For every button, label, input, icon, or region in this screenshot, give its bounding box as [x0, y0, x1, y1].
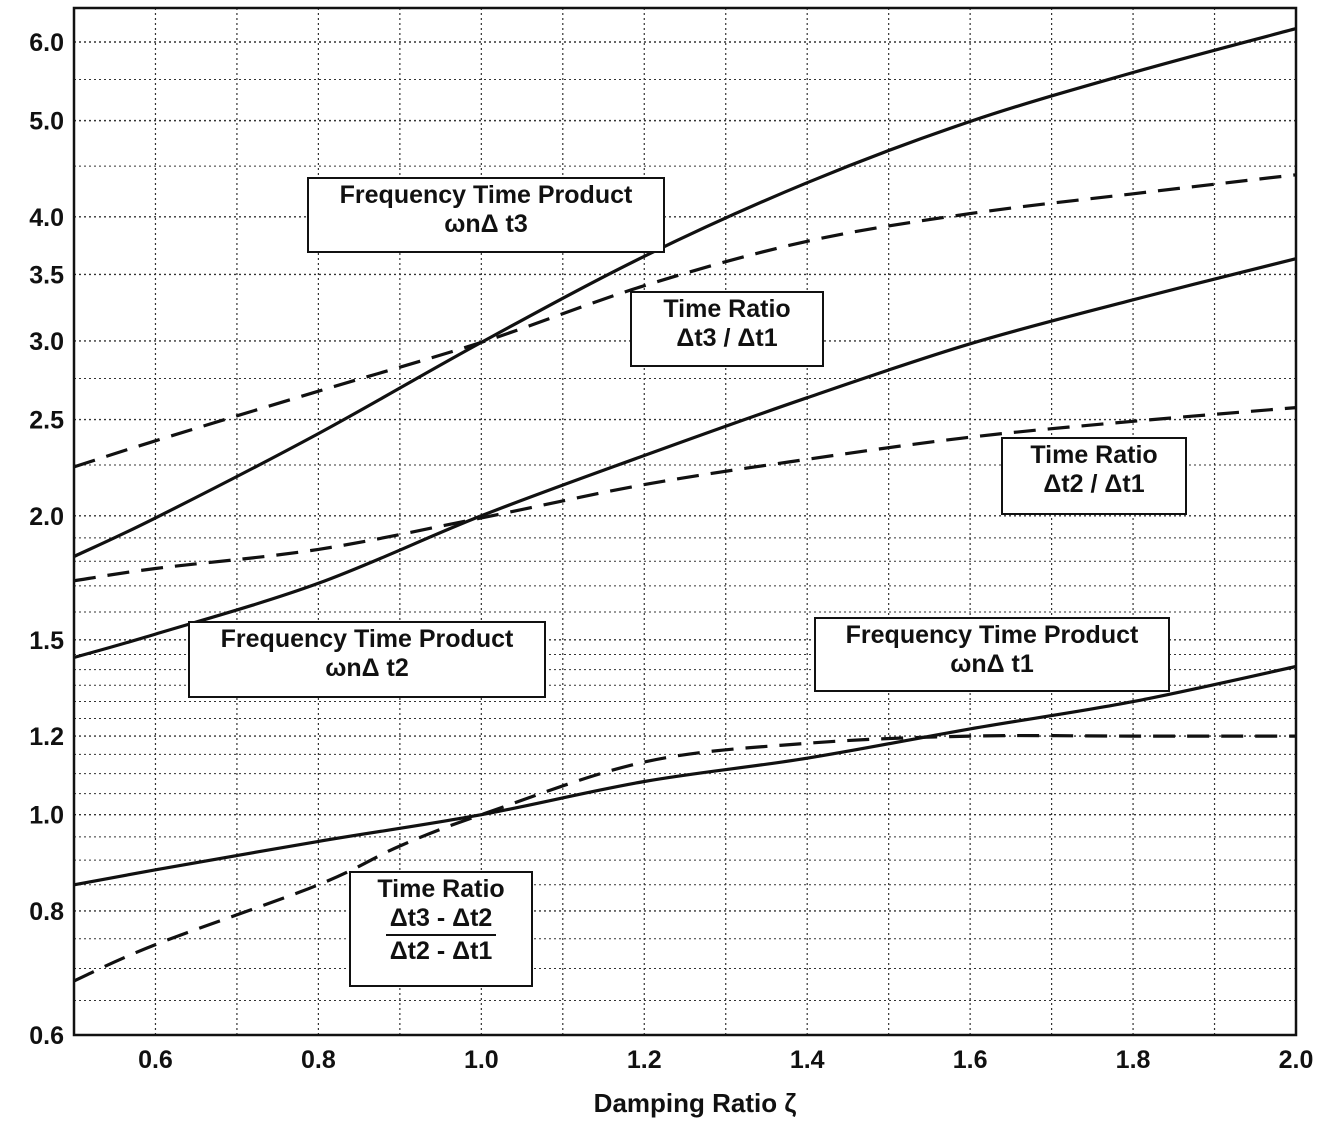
y-tick-label-2: 1.0: [29, 802, 64, 830]
y-tick-label-5: 2.0: [29, 503, 64, 531]
annotation-fp2-line1: Frequency Time Product: [220, 625, 514, 653]
x-tick-label-4: 1.4: [790, 1046, 825, 1074]
annotation-time-ratio-3-2-over-2-1: Time Ratio Δt3 - Δt2 Δt2 - Δt1: [349, 871, 533, 987]
y-tick-label-9: 4.0: [29, 204, 64, 232]
annotation-tr31-line1: Time Ratio: [663, 295, 791, 323]
annotation-fp1-line2: ωnΔ t1: [950, 650, 1034, 678]
annotation-tr32-numerator: Δt3 - Δt2: [385, 904, 497, 936]
grid-layer: [74, 8, 1297, 1036]
annotation-tr21-line1: Time Ratio: [1030, 441, 1158, 469]
x-tick-label-0: 0.6: [138, 1046, 173, 1074]
annotation-fp3-line2: ωnΔ t3: [444, 210, 528, 238]
annotation-time-ratio-3-1: Time Ratio Δt3 / Δt1: [630, 291, 824, 367]
series-line-2-solid: [73, 257, 1297, 660]
series-line-1-dashed: [73, 173, 1297, 469]
annotation-tr32-denominator: Δt2 - Δt1: [389, 937, 493, 965]
series-line-4-solid: [73, 664, 1297, 887]
annotation-tr32-fraction: Δt3 - Δt2 Δt2 - Δt1: [385, 904, 497, 966]
x-axis-label: Damping Ratio ζ: [594, 1088, 797, 1118]
y-tick-label-6: 2.5: [29, 407, 64, 435]
series-line-3-dashed: [73, 406, 1297, 583]
annotation-frequency-time-product-3: Frequency Time Product ωnΔ t3: [307, 177, 665, 253]
y-tick-label-4: 1.5: [29, 627, 64, 655]
annotation-tr21-line2: Δt2 / Δt1: [1043, 470, 1145, 498]
y-tick-label-0: 0.6: [29, 1022, 64, 1050]
annotation-frequency-time-product-1: Frequency Time Product ωnΔ t1: [814, 617, 1170, 692]
x-tick-label-6: 1.8: [1116, 1046, 1151, 1074]
series-line-0-solid: [73, 27, 1297, 558]
series-line-5-dashed: [73, 733, 1296, 983]
x-tick-label-7: 2.0: [1279, 1046, 1314, 1074]
y-tick-label-8: 3.5: [29, 261, 64, 289]
y-tick-label-11: 6.0: [29, 29, 64, 57]
y-tick-label-7: 3.0: [29, 328, 64, 356]
annotation-frequency-time-product-2: Frequency Time Product ωnΔ t2: [188, 621, 546, 698]
series-layer: [73, 27, 1297, 983]
x-tick-label-5: 1.6: [953, 1046, 988, 1074]
x-tick-label-3: 1.2: [627, 1046, 662, 1074]
annotation-tr31-line2: Δt3 / Δt1: [676, 324, 778, 352]
annotation-fp1-line1: Frequency Time Product: [845, 621, 1139, 649]
annotation-time-ratio-2-1: Time Ratio Δt2 / Δt1: [1001, 437, 1187, 515]
annotation-fp3-line1: Frequency Time Product: [339, 181, 633, 209]
x-tick-label-2: 1.0: [464, 1046, 499, 1074]
x-tick-label-1: 0.8: [301, 1046, 336, 1074]
plot-frame: [72, 6, 1298, 1037]
tick-labels: 0.6 0.8 1.0 1.2 1.5 2.0 2.5 3.0 3.5 4.0 5.0 6.0 0.6 0…: [29, 29, 1313, 1074]
annotation-tr32-line1: Time Ratio: [377, 875, 505, 903]
y-tick-label-3: 1.2: [29, 723, 64, 751]
y-tick-label-1: 0.8: [29, 898, 64, 926]
y-tick-label-10: 5.0: [29, 108, 64, 136]
annotation-fp2-line2: ωnΔ t2: [325, 654, 409, 682]
